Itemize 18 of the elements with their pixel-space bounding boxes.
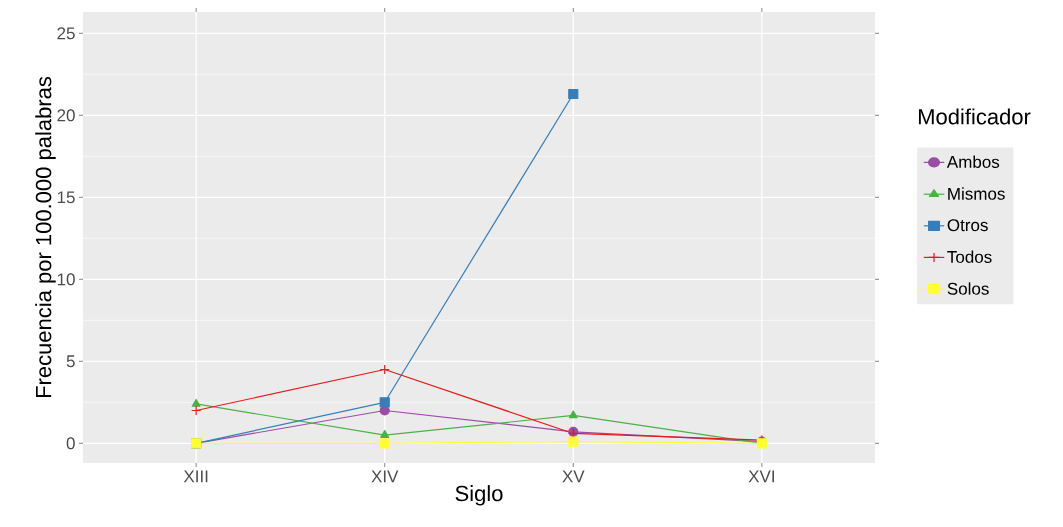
legend-title: Modificador <box>918 108 1031 125</box>
y-tick-label: 0 <box>66 437 75 450</box>
x-tick-label: XV <box>562 470 585 483</box>
legend-label: Mismos <box>948 187 1005 200</box>
legend-label: Otros <box>947 219 988 232</box>
y-tick-label: 10 <box>57 273 75 286</box>
x-tick-label: XVI <box>748 470 774 483</box>
legend-label: Todos <box>947 250 992 263</box>
legend-label: Solos <box>947 282 989 295</box>
y-tick-label: 20 <box>57 109 75 122</box>
x-axis-title: Siglo <box>455 485 503 506</box>
y-tick-label: 15 <box>57 191 75 204</box>
y-tick-label: 25 <box>57 27 75 40</box>
legend-label: Ambos <box>946 155 1000 168</box>
y-axis-title: Frecuencia por 100.000 palabras <box>35 76 56 398</box>
x-tick-label: XIII <box>183 470 208 483</box>
x-tick-label: XIV <box>371 470 399 483</box>
y-tick-label: 5 <box>66 355 75 368</box>
